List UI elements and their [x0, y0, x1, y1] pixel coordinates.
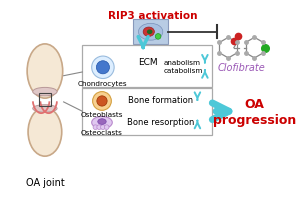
Text: Osteoblasts: Osteoblasts	[81, 112, 123, 118]
Circle shape	[96, 61, 110, 75]
Ellipse shape	[92, 117, 112, 129]
Text: Bone resorption: Bone resorption	[127, 118, 195, 126]
Text: Chondrocytes: Chondrocytes	[78, 81, 128, 87]
Ellipse shape	[27, 45, 63, 99]
Bar	[39, 94, 50, 106]
Text: catabolism: catabolism	[164, 68, 203, 74]
Circle shape	[92, 57, 114, 79]
Text: ECM: ECM	[138, 58, 158, 67]
FancyBboxPatch shape	[82, 89, 212, 136]
Circle shape	[104, 125, 109, 130]
Circle shape	[97, 96, 107, 107]
Ellipse shape	[147, 30, 152, 35]
Ellipse shape	[98, 119, 106, 125]
Circle shape	[97, 125, 101, 130]
Ellipse shape	[33, 88, 57, 96]
Ellipse shape	[139, 24, 163, 41]
Text: RIP3 activation: RIP3 activation	[108, 11, 197, 21]
Text: Osteoclasts: Osteoclasts	[81, 129, 123, 135]
Ellipse shape	[143, 28, 154, 37]
Circle shape	[93, 125, 98, 130]
Text: anabolism: anabolism	[164, 59, 201, 65]
FancyBboxPatch shape	[82, 46, 212, 88]
Circle shape	[100, 125, 105, 130]
Circle shape	[93, 92, 111, 111]
FancyBboxPatch shape	[133, 20, 168, 45]
Ellipse shape	[28, 108, 62, 156]
Ellipse shape	[33, 105, 57, 113]
Text: Clofibrate: Clofibrate	[218, 63, 265, 73]
Circle shape	[155, 34, 161, 40]
Text: OA joint: OA joint	[26, 178, 64, 187]
Text: Bone formation: Bone formation	[128, 95, 194, 104]
Text: OA
progression: OA progression	[213, 97, 296, 126]
